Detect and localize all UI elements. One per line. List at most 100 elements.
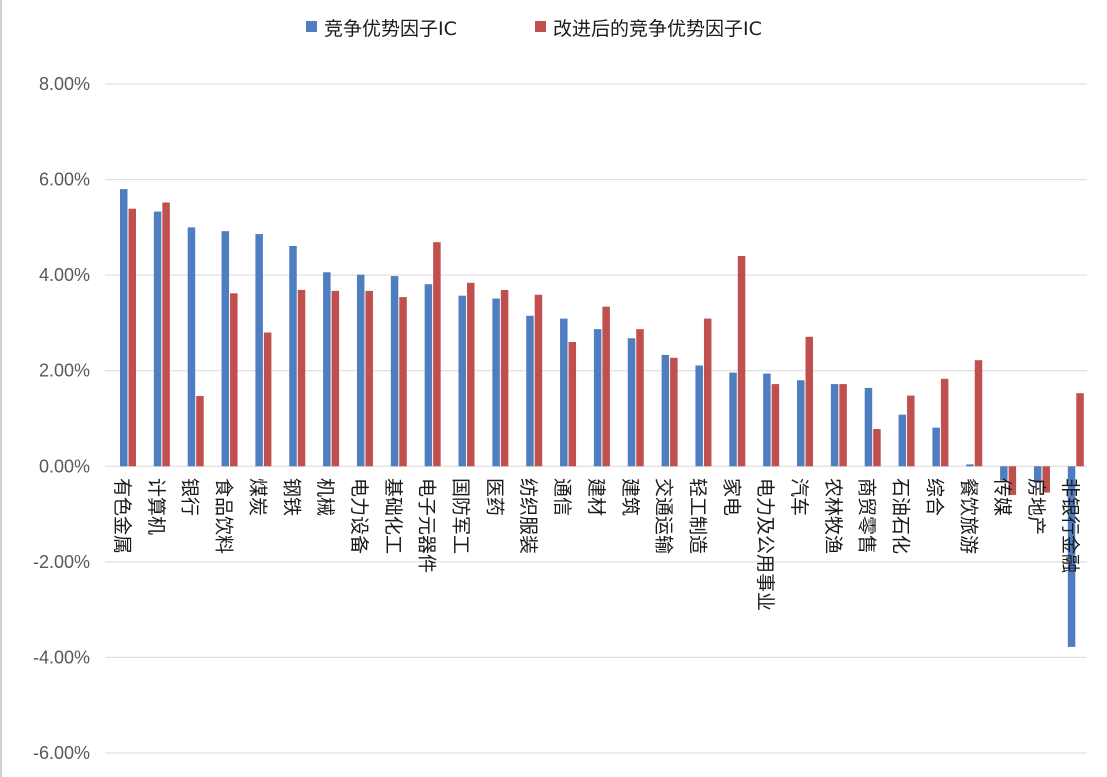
category-label: 纺织服装 xyxy=(517,478,539,554)
bar-series-2 xyxy=(670,357,678,467)
category-label: 石油石化 xyxy=(890,478,912,554)
bar-series-2 xyxy=(331,290,340,467)
bar-series-2 xyxy=(263,332,272,467)
category-label: 电子元器件 xyxy=(416,478,438,573)
bar-series-1 xyxy=(695,365,703,467)
y-tick-label: 6.00% xyxy=(39,170,90,190)
bar-series-2 xyxy=(771,384,780,467)
y-tick-label: -6.00% xyxy=(33,743,90,763)
bar-series-1 xyxy=(492,298,500,467)
bar-series-1 xyxy=(661,354,670,467)
category-label: 交通运输 xyxy=(653,478,675,554)
bar-series-1 xyxy=(187,227,196,467)
category-label: 国防军工 xyxy=(450,478,472,554)
bar-series-1 xyxy=(898,414,907,467)
bar-series-2 xyxy=(602,306,610,467)
category-label: 煤炭 xyxy=(246,478,268,516)
bar-series-2 xyxy=(467,282,475,467)
bar-series-2 xyxy=(534,294,543,467)
bar-series-1 xyxy=(221,231,230,467)
y-axis-tick-labels: -6.00% -4.00% -2.00% 0.00% 2.00% 4.00% 6.00% 8.… xyxy=(33,74,90,763)
bar-series-2 xyxy=(1008,466,1017,495)
bar-series-1 xyxy=(1000,466,1008,481)
category-labels: 有色金属 计算机 银行 食品饮料 煤炭 钢铁 机械 电力设备 基础化工 电子元器件 国防军工 医药 纺织… xyxy=(111,478,1081,611)
bar-series-1 xyxy=(120,189,128,467)
bar-series-2 xyxy=(162,202,170,467)
bar-series-1 xyxy=(830,384,839,467)
bar-series-1 xyxy=(560,318,568,467)
bar-series-1 xyxy=(1033,466,1042,484)
bar-series-1 xyxy=(932,427,940,467)
bar-series-2 xyxy=(974,360,983,467)
chart-frame-left-border xyxy=(0,0,2,777)
bar-series-2 xyxy=(805,336,813,467)
category-label: 有色金属 xyxy=(111,478,133,554)
bar-series-1 xyxy=(390,276,399,467)
category-label: 家电 xyxy=(720,478,742,516)
bar-series-1 xyxy=(323,272,331,467)
bar-series-2 xyxy=(128,208,136,467)
bar-series-1 xyxy=(1067,466,1076,647)
bar-series-2 xyxy=(568,342,577,467)
bar-series-2 xyxy=(636,329,644,467)
bar-series-1 xyxy=(153,211,162,467)
bar-series-2 xyxy=(907,395,915,467)
category-label: 非银行金融 xyxy=(1059,478,1081,573)
category-label: 电力及公用事业 xyxy=(754,478,776,611)
legend-swatch-series-1 xyxy=(306,21,317,32)
bars xyxy=(120,189,1084,647)
bar-series-2 xyxy=(703,318,712,467)
bar-series-2 xyxy=(500,289,509,467)
legend-label-series-2: 改进后的竞争优势因子IC xyxy=(553,18,762,40)
y-tick-label: 8.00% xyxy=(39,74,90,94)
bar-series-1 xyxy=(797,380,805,467)
bar-series-1 xyxy=(289,245,297,467)
y-tick-label: 4.00% xyxy=(39,265,90,285)
category-label: 银行 xyxy=(179,478,201,516)
bar-series-1 xyxy=(526,315,534,467)
bar-series-2 xyxy=(1076,393,1084,467)
category-label: 餐饮旅游 xyxy=(957,478,979,554)
bar-series-2 xyxy=(839,384,847,467)
category-label: 建筑 xyxy=(619,478,641,516)
bar-series-2 xyxy=(433,242,441,467)
category-label: 传媒 xyxy=(991,478,1013,516)
category-label: 房地产 xyxy=(1025,478,1047,535)
bar-series-1 xyxy=(458,295,466,467)
bar-series-2 xyxy=(873,429,881,467)
category-label: 建材 xyxy=(585,478,607,516)
legend: 竞争优势因子IC 改进后的竞争优势因子IC xyxy=(306,18,762,40)
bar-series-1 xyxy=(763,373,771,467)
bar-series-2 xyxy=(399,297,407,467)
bar-series-2 xyxy=(737,256,746,467)
category-label: 通信 xyxy=(551,478,573,516)
category-label: 基础化工 xyxy=(382,478,404,554)
y-tick-label: 2.00% xyxy=(39,361,90,381)
bar-series-1 xyxy=(627,338,636,467)
category-label: 电力设备 xyxy=(348,478,370,554)
bar-series-2 xyxy=(365,290,373,467)
y-tick-label: 0.00% xyxy=(39,456,90,476)
category-label: 综合 xyxy=(923,478,945,516)
bar-series-1 xyxy=(864,387,873,467)
legend-label-series-1: 竞争优势因子IC xyxy=(324,18,457,40)
category-label: 轻工制造 xyxy=(686,478,708,554)
category-label: 医药 xyxy=(483,478,505,516)
bar-series-1 xyxy=(255,234,263,467)
category-label: 食品饮料 xyxy=(213,478,235,554)
category-label: 钢铁 xyxy=(280,478,302,516)
category-label: 机械 xyxy=(314,478,336,516)
bar-series-2 xyxy=(230,293,238,467)
category-label: 计算机 xyxy=(145,478,167,535)
bar-series-2 xyxy=(1042,466,1050,493)
category-label: 商贸零售 xyxy=(856,478,878,554)
bar-series-2 xyxy=(297,289,306,467)
y-tick-label: -4.00% xyxy=(33,647,90,667)
bar-series-1 xyxy=(966,464,974,467)
bar-series-1 xyxy=(593,329,602,467)
bar-series-1 xyxy=(424,284,433,467)
y-tick-label: -2.00% xyxy=(33,552,90,572)
category-label: 农林牧渔 xyxy=(822,478,844,554)
bar-series-2 xyxy=(196,396,204,467)
